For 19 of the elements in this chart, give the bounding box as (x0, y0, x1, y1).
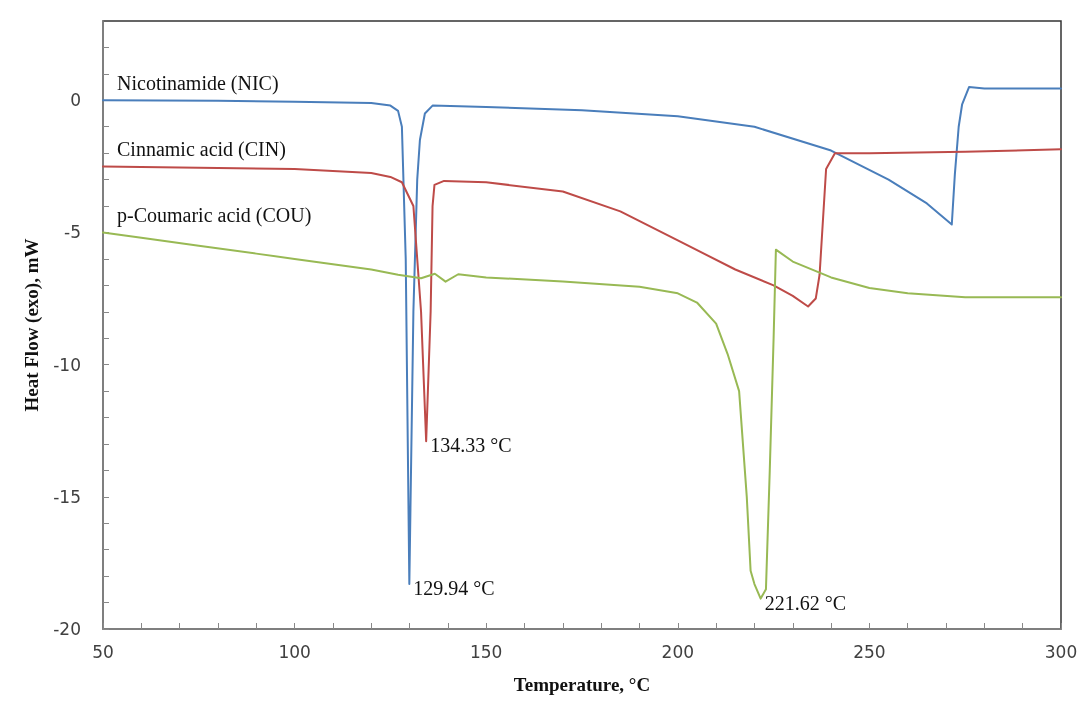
series-label: p-Coumaric acid (COU) (117, 204, 312, 228)
y-tick-label: -15 (53, 486, 81, 507)
annotation: 134.33 °C (430, 434, 512, 457)
x-tick-label: 150 (469, 641, 503, 662)
y-axis-title: Heat Flow (exo), mW (21, 238, 43, 412)
y-tick-label: -20 (53, 619, 81, 639)
x-tick-label: 50 (92, 641, 114, 662)
x-tick-label: 100 (278, 641, 311, 662)
annotation: 129.94 °C (413, 577, 495, 600)
annotation: 221.62 °C (764, 591, 846, 614)
series-label: Nicotinamide (NIC) (117, 72, 279, 96)
y-tick-label: -5 (64, 222, 81, 243)
y-tick-label: -10 (53, 354, 81, 375)
x-tick-label: 200 (661, 641, 695, 662)
y-tick-label: 0 (70, 90, 81, 111)
x-axis-title: Temperature, °C (513, 674, 651, 695)
x-tick-label: 300 (1044, 641, 1078, 662)
x-tick-label: 250 (853, 641, 886, 662)
series-label: Cinnamic acid (CIN) (117, 138, 286, 162)
